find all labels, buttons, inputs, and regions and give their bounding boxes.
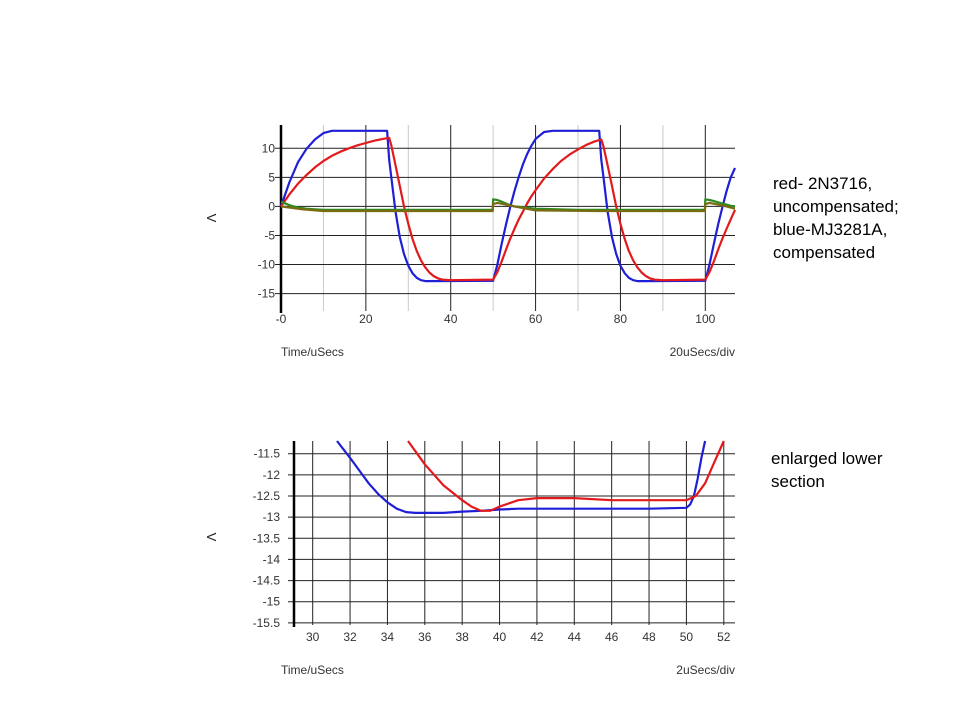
x-tick-label: 80 xyxy=(614,312,628,326)
y-tick-label: -5 xyxy=(264,228,275,242)
y-tick-label: 0 xyxy=(268,199,275,213)
x-tick-label: 32 xyxy=(343,630,357,644)
x-tick-label: 36 xyxy=(418,630,432,644)
x-tick-label: 52 xyxy=(717,630,731,644)
y-axis-label: V xyxy=(204,214,219,223)
x-tick-label: 34 xyxy=(381,630,395,644)
series-line xyxy=(407,440,725,512)
x-tick-label: 42 xyxy=(530,630,544,644)
x-axis-label: Time/uSecs xyxy=(281,663,344,677)
x-tick-label: 40 xyxy=(493,630,507,644)
series-line xyxy=(280,201,736,213)
y-tick-label: -13 xyxy=(263,510,281,524)
x-tick-label: 48 xyxy=(642,630,656,644)
series-line xyxy=(280,136,737,282)
legend-note-top: red- 2N3716, uncompensated; blue-MJ3281A… xyxy=(773,174,899,262)
x-tick-label: 44 xyxy=(568,630,582,644)
series-line xyxy=(279,129,737,283)
x-tick-label: -0 xyxy=(276,312,287,326)
y-tick-label: -14.5 xyxy=(253,574,281,588)
y-tick-label: 5 xyxy=(268,170,275,184)
bottom-chart: 30 32 34 36 38 40 42 44 46 48 50 52 -11.5 -12 -12.5 -13… xyxy=(204,440,735,677)
x-tick-label: 50 xyxy=(680,630,694,644)
top-chart: -0 20 40 60 80 100 10 5 0 -5 -10 -15 Time/uSecs 20uSe… xyxy=(204,125,737,359)
y-tick-label: 10 xyxy=(262,141,276,155)
x-axis-label: Time/uSecs xyxy=(281,345,344,359)
y-tick-label: -13.5 xyxy=(253,531,281,545)
x-tick-label: 30 xyxy=(306,630,320,644)
x-tick-label: 38 xyxy=(455,630,469,644)
y-tick-label: -12.5 xyxy=(253,489,281,503)
y-tick-label: -12 xyxy=(263,468,281,482)
x-tick-label: 60 xyxy=(529,312,543,326)
y-tick-label: -15 xyxy=(258,287,276,301)
y-axis-label: V xyxy=(204,533,219,542)
scale-label: 2uSecs/div xyxy=(676,663,735,677)
x-tick-label: 100 xyxy=(695,312,715,326)
y-tick-label: -10 xyxy=(258,258,276,272)
y-tick-label: -11.5 xyxy=(254,447,281,461)
y-tick-label: -14 xyxy=(263,552,281,566)
x-tick-label: 40 xyxy=(444,312,458,326)
x-tick-label: 46 xyxy=(605,630,619,644)
x-tick-label: 20 xyxy=(359,312,373,326)
y-tick-label: -15.5 xyxy=(253,616,281,630)
series-line xyxy=(336,440,707,514)
legend-note-bottom: enlarged lower section xyxy=(771,449,883,491)
y-tick-label: -15 xyxy=(263,595,281,609)
scale-label: 20uSecs/div xyxy=(670,345,735,359)
